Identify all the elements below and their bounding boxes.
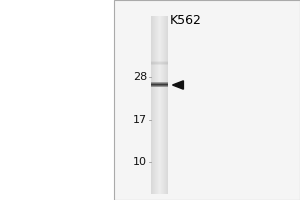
- Text: 10: 10: [133, 157, 147, 167]
- Text: K562: K562: [170, 14, 202, 27]
- Polygon shape: [172, 81, 183, 89]
- Text: 17: 17: [133, 115, 147, 125]
- Text: 28: 28: [133, 72, 147, 82]
- Bar: [114, 0, 300, 200]
